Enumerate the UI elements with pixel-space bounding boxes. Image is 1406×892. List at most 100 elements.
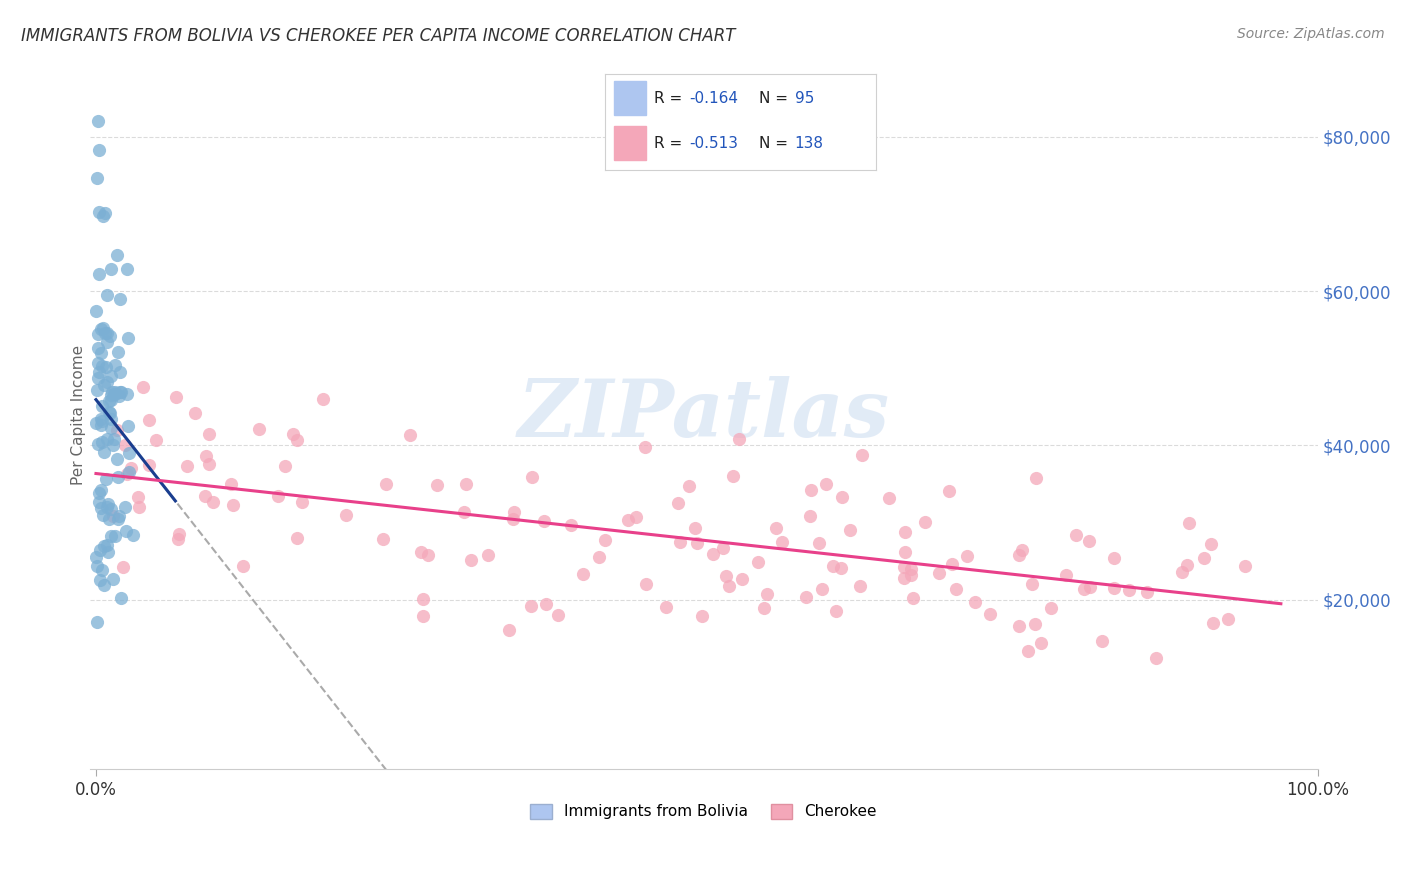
Cherokee: [1008, 619, 1031, 633]
Cherokee: [1078, 580, 1101, 594]
Cherokee: [690, 608, 713, 623]
Cherokee: [1091, 634, 1114, 648]
Cherokee: [686, 536, 709, 550]
Immigrants from Bolivia: [110, 292, 132, 306]
Cherokee: [266, 489, 288, 503]
Cherokee: [849, 579, 872, 593]
Immigrants from Bolivia: [101, 572, 124, 586]
Cherokee: [595, 533, 617, 547]
Cherokee: [285, 531, 308, 545]
Cherokee: [731, 572, 754, 586]
Cherokee: [807, 535, 830, 549]
Immigrants from Bolivia: [118, 466, 141, 480]
Immigrants from Bolivia: [117, 419, 139, 434]
Immigrants from Bolivia: [100, 261, 122, 276]
Immigrants from Bolivia: [94, 206, 117, 220]
Immigrants from Bolivia: [84, 550, 107, 565]
Immigrants from Bolivia: [87, 356, 110, 370]
Cherokee: [101, 509, 124, 524]
Cherokee: [165, 390, 187, 404]
Immigrants from Bolivia: [89, 542, 111, 557]
Cherokee: [1039, 601, 1062, 615]
Cherokee: [409, 544, 432, 558]
Cherokee: [678, 478, 700, 492]
Cherokee: [194, 489, 217, 503]
Cherokee: [752, 601, 775, 615]
Cherokee: [1201, 537, 1223, 551]
Cherokee: [198, 458, 221, 472]
Cherokee: [536, 597, 558, 611]
Cherokee: [1233, 559, 1256, 574]
Cherokee: [1025, 471, 1047, 485]
Immigrants from Bolivia: [96, 326, 118, 341]
Immigrants from Bolivia: [97, 511, 120, 525]
Cherokee: [373, 532, 395, 546]
Cherokee: [756, 587, 779, 601]
Immigrants from Bolivia: [89, 143, 111, 157]
Immigrants from Bolivia: [107, 512, 129, 526]
Immigrants from Bolivia: [93, 539, 115, 553]
Cherokee: [765, 521, 787, 535]
Cherokee: [560, 518, 582, 533]
Text: Source: ZipAtlas.com: Source: ZipAtlas.com: [1237, 27, 1385, 41]
Immigrants from Bolivia: [97, 405, 120, 419]
Cherokee: [375, 477, 398, 491]
Cherokee: [626, 509, 648, 524]
Cherokee: [503, 505, 526, 519]
Cherokee: [666, 495, 689, 509]
Immigrants from Bolivia: [90, 483, 112, 497]
Immigrants from Bolivia: [90, 321, 112, 335]
Immigrants from Bolivia: [91, 414, 114, 428]
Cherokee: [851, 448, 873, 462]
Immigrants from Bolivia: [107, 344, 129, 359]
Cherokee: [533, 514, 555, 528]
Cherokee: [800, 483, 823, 497]
Cherokee: [714, 569, 737, 583]
Cherokee: [201, 495, 224, 509]
Immigrants from Bolivia: [93, 378, 115, 392]
Cherokee: [1102, 550, 1125, 565]
Immigrants from Bolivia: [90, 417, 112, 432]
Cherokee: [1011, 543, 1033, 558]
Immigrants from Bolivia: [90, 500, 112, 515]
Immigrants from Bolivia: [90, 412, 112, 426]
Immigrants from Bolivia: [86, 416, 108, 430]
Cherokee: [616, 513, 638, 527]
Immigrants from Bolivia: [104, 358, 127, 372]
Cherokee: [711, 541, 734, 556]
Cherokee: [138, 458, 160, 472]
Immigrants from Bolivia: [90, 346, 112, 360]
Cherokee: [176, 459, 198, 474]
Cherokee: [222, 498, 245, 512]
Immigrants from Bolivia: [87, 371, 110, 385]
Cherokee: [830, 561, 852, 575]
Immigrants from Bolivia: [100, 368, 122, 383]
Cherokee: [901, 591, 924, 605]
Cherokee: [1175, 558, 1198, 572]
Cherokee: [1066, 527, 1088, 541]
Immigrants from Bolivia: [105, 248, 128, 262]
Immigrants from Bolivia: [104, 384, 127, 399]
Cherokee: [1144, 650, 1167, 665]
Cherokee: [893, 525, 915, 540]
Immigrants from Bolivia: [100, 501, 122, 516]
Cherokee: [426, 478, 449, 492]
Cherokee: [839, 524, 862, 538]
Legend: Immigrants from Bolivia, Cherokee: Immigrants from Bolivia, Cherokee: [524, 797, 883, 825]
Immigrants from Bolivia: [94, 472, 117, 486]
Immigrants from Bolivia: [105, 452, 128, 467]
Cherokee: [460, 553, 482, 567]
Immigrants from Bolivia: [108, 366, 131, 380]
Immigrants from Bolivia: [87, 341, 110, 355]
Cherokee: [167, 527, 190, 541]
Cherokee: [965, 595, 987, 609]
Immigrants from Bolivia: [115, 386, 138, 401]
Immigrants from Bolivia: [84, 303, 107, 318]
Cherokee: [956, 549, 979, 563]
Cherokee: [894, 545, 917, 559]
Cherokee: [111, 560, 134, 574]
Cherokee: [519, 599, 541, 613]
Immigrants from Bolivia: [86, 171, 108, 186]
Cherokee: [636, 576, 658, 591]
Cherokee: [232, 558, 254, 573]
